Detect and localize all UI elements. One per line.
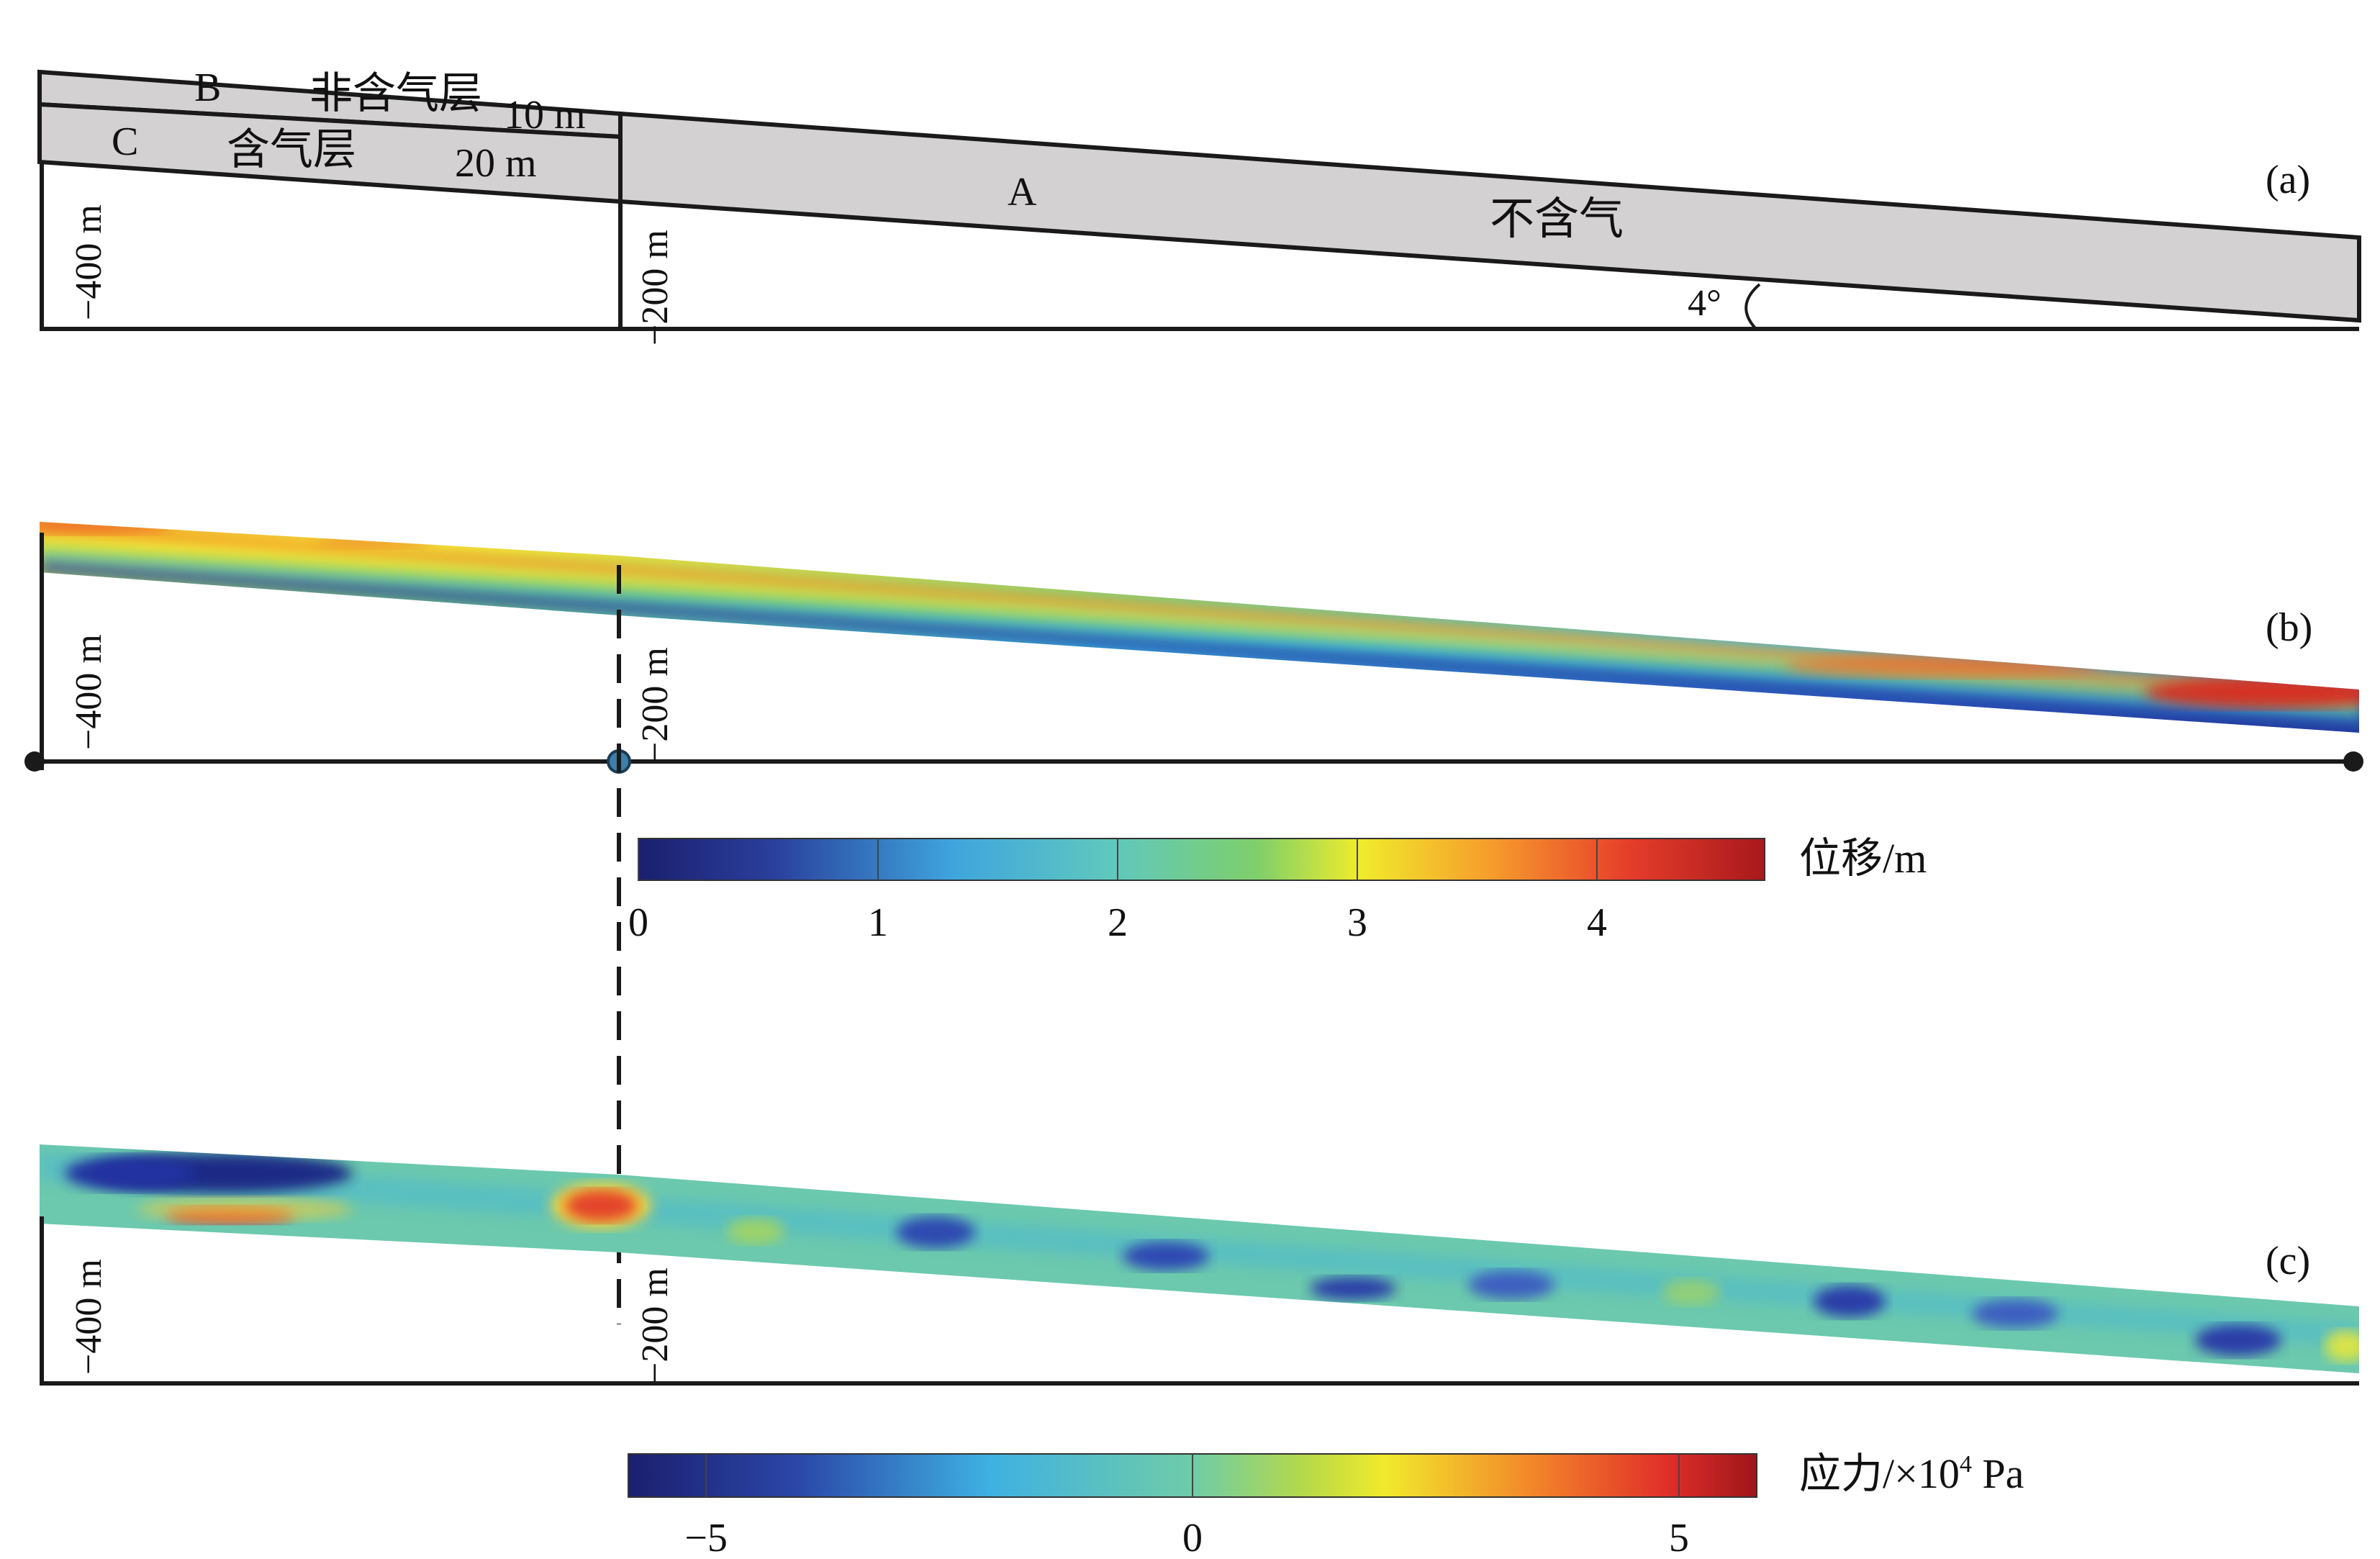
layer-c-letter: C	[112, 119, 138, 164]
layer-a-letter: A	[1008, 170, 1037, 214]
layer-c-thickness: 20 m	[455, 141, 537, 186]
colorbar-stress-title: 应力/×104 Pa	[1799, 1450, 2024, 1497]
panel-a-tag: (a)	[2266, 158, 2310, 202]
colorbar-stress-tick-label-1: 0	[1182, 1516, 1203, 1559]
length-left-a: −400 m	[68, 204, 109, 320]
colorbar-displacement-scale	[638, 838, 1765, 881]
layer-c-name: 含气层	[227, 126, 356, 173]
colorbar-stress: −5 0 5 应力/×104 Pa	[628, 1450, 2024, 1559]
colorbar-stress-tick-label-0: −5	[684, 1516, 728, 1559]
length-right-b: −200 m	[635, 647, 676, 763]
length-right-a: −200 m	[635, 230, 676, 345]
node-right	[2343, 751, 2363, 772]
colorbar-displacement-tick-label-4: 4	[1587, 900, 1607, 945]
layer-b-letter: B	[194, 65, 221, 110]
layer-b-name: 非含气层	[309, 70, 482, 117]
colorbar-displacement-tick-label-0: 0	[628, 900, 648, 945]
angle-arc	[1745, 283, 1761, 330]
panel-c-tag: (c)	[2266, 1239, 2310, 1283]
colorbar-displacement-tick-label-2: 2	[1108, 900, 1128, 945]
panel-a: B 非含气层 10 m C 含气层 20 m A 不含气 4° (a) −400…	[37, 65, 2361, 345]
stress-field	[40, 1144, 2359, 1373]
layer-a-name: 不含气	[1490, 195, 1624, 244]
colorbar-displacement-tick-label-1: 1	[868, 900, 888, 945]
colorbar-displacement-title: 位移/m	[1799, 835, 1927, 882]
length-left-c: −400 m	[68, 1259, 109, 1375]
colorbar-displacement: 0 1 2 3 4 位移/m	[628, 835, 1927, 945]
panel-c: (c) −400 m −200 m −5 0 5 应力/×104 Pa	[40, 1144, 2359, 1559]
panel-b-tag: (b)	[2266, 605, 2312, 650]
node-left	[24, 751, 45, 772]
colorbar-displacement-tick-label-3: 3	[1347, 900, 1367, 945]
layer-b-thickness: 10 m	[504, 93, 586, 137]
length-left-b: −400 m	[68, 634, 109, 750]
panel-b: (b) −400 m −200 m 0 1 2 3 4 位移/m	[24, 522, 2363, 945]
colorbar-stress-tick-label-2: 5	[1669, 1516, 1689, 1559]
length-right-c: −200 m	[635, 1267, 676, 1383]
slope-angle: 4°	[1688, 283, 1721, 324]
displacement-field	[40, 522, 2359, 733]
